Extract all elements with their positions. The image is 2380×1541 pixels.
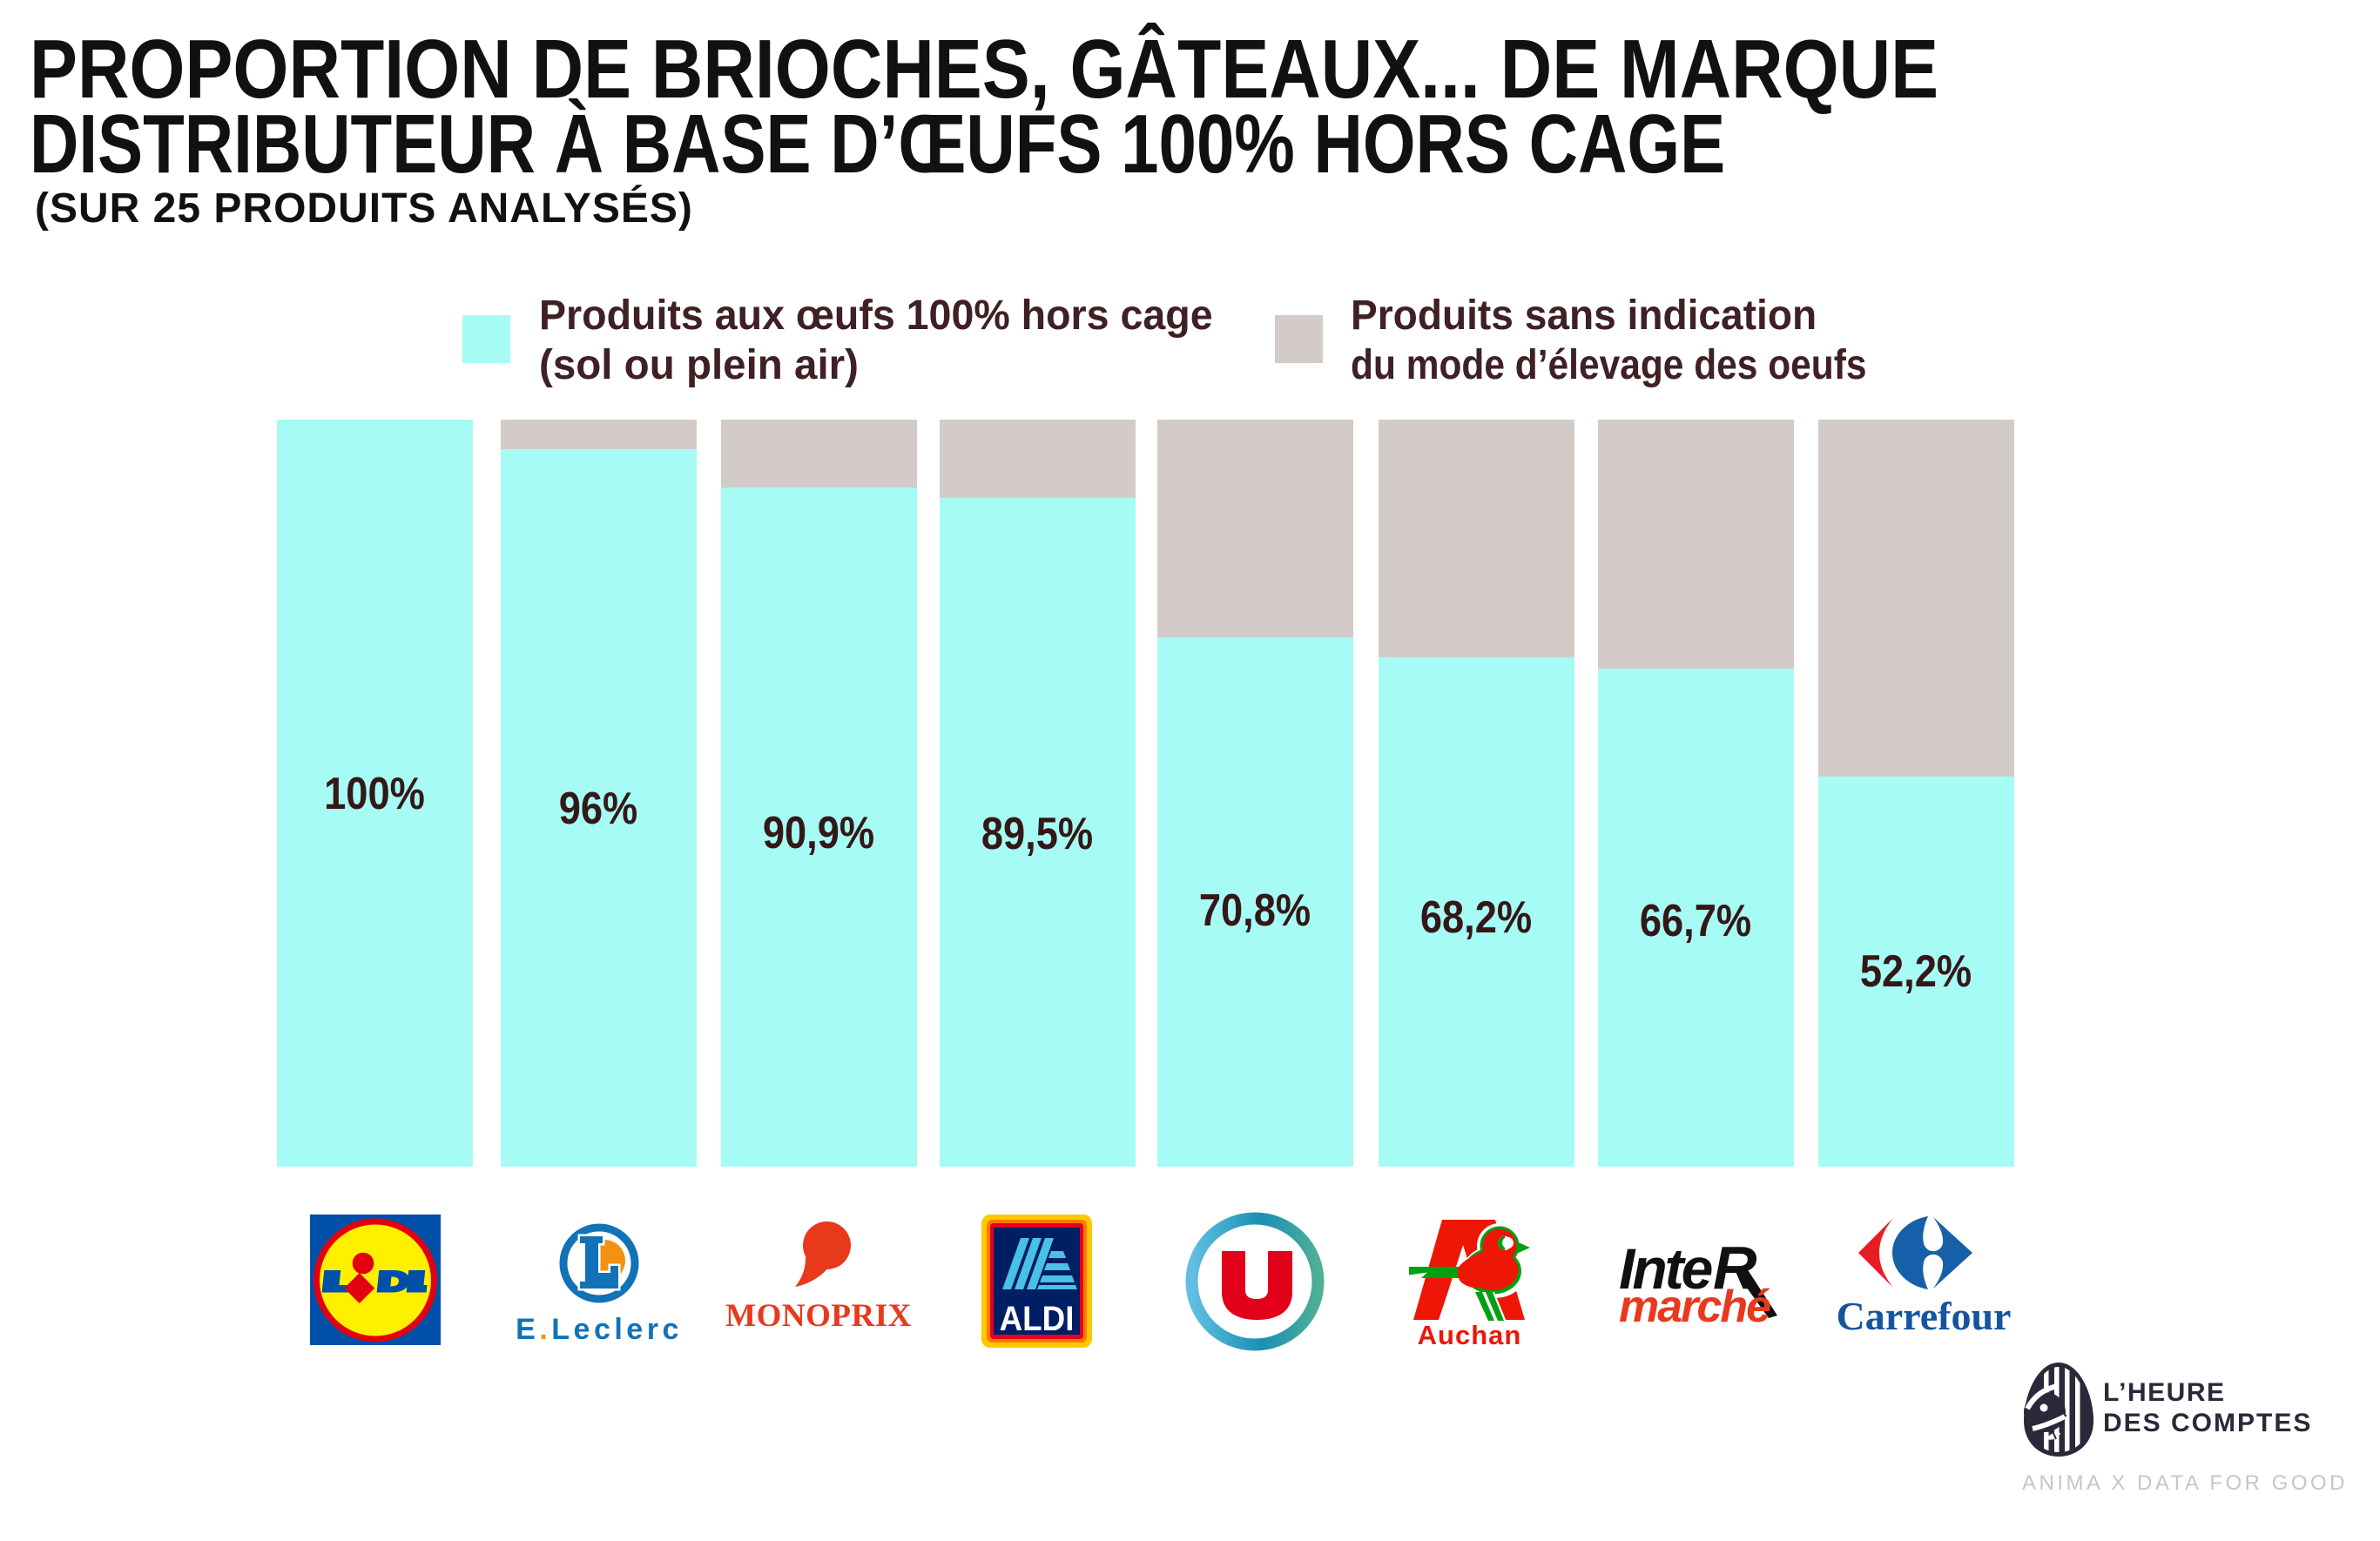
svg-text:marché: marché: [1619, 1282, 1770, 1332]
svg-text:ANIMA X DATA FOR GOOD: ANIMA X DATA FOR GOOD: [2022, 1471, 2348, 1495]
svg-text:L’HEURE: L’HEURE: [2103, 1378, 2226, 1407]
svg-text:ALDI: ALDI: [1000, 1300, 1075, 1339]
svg-text:Inte: Inte: [1619, 1236, 1712, 1301]
svg-text:MONOPRIX: MONOPRIX: [725, 1298, 912, 1334]
svg-text:Carrefour: Carrefour: [1837, 1294, 2011, 1335]
svg-text:DES COMPTES: DES COMPTES: [2103, 1409, 2312, 1437]
svg-text:Auchan: Auchan: [1418, 1320, 1522, 1346]
svg-text:E.Leclerc: E.Leclerc: [516, 1313, 683, 1345]
